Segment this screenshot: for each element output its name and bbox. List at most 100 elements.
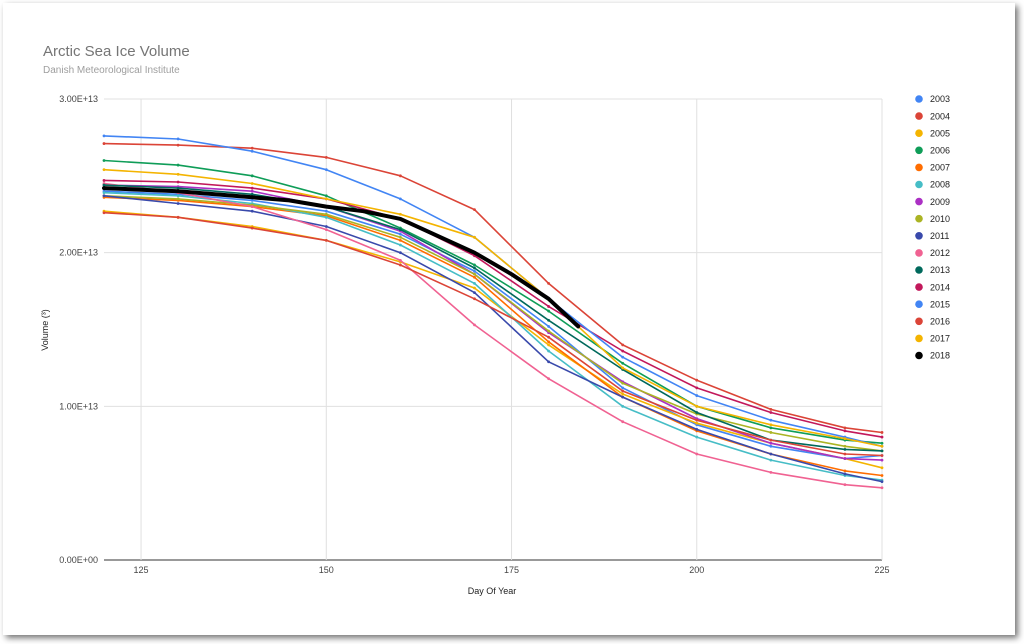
data-point-2011 xyxy=(473,291,476,295)
data-point-2011 xyxy=(843,472,847,476)
series-line-2004 xyxy=(103,142,883,434)
data-point-2012 xyxy=(843,483,847,487)
data-point-2010 xyxy=(176,197,180,201)
data-point-2014 xyxy=(176,180,180,184)
x-tick-label: 200 xyxy=(689,565,704,575)
y-tick-label: 1.00E+13 xyxy=(59,401,98,411)
data-point-2003 xyxy=(324,209,328,213)
data-point-2016 xyxy=(621,389,625,393)
data-point-2004 xyxy=(880,431,884,434)
data-point-2004 xyxy=(250,146,254,150)
y-tick-label: 3.00E+13 xyxy=(59,94,98,104)
series-line-2005 xyxy=(103,210,883,469)
legend-label-2003: 2003 xyxy=(930,94,950,104)
data-point-2012 xyxy=(473,323,476,327)
data-point-2003 xyxy=(547,325,550,328)
data-point-2008 xyxy=(324,215,328,219)
data-point-2011 xyxy=(769,452,773,456)
data-point-2013 xyxy=(473,266,476,270)
data-point-2013 xyxy=(250,192,254,196)
data-point-2010 xyxy=(324,212,328,216)
data-point-2011 xyxy=(695,427,699,431)
legend-marker-2012 xyxy=(915,249,923,257)
data-point-2004 xyxy=(473,208,476,212)
data-point-2017 xyxy=(843,437,847,441)
x-tick-label: 175 xyxy=(504,565,519,575)
data-point-2005 xyxy=(695,421,699,425)
data-point-2011 xyxy=(547,360,550,364)
data-point-2016 xyxy=(176,215,180,219)
data-point-2015 xyxy=(769,418,773,422)
data-point-2011 xyxy=(621,395,625,399)
data-point-2010 xyxy=(547,329,550,333)
legend-label-2005: 2005 xyxy=(930,128,950,138)
data-point-2011 xyxy=(250,209,254,213)
data-point-2005 xyxy=(547,343,550,347)
data-point-2013 xyxy=(843,447,847,451)
data-point-2004 xyxy=(398,174,402,178)
data-point-2014 xyxy=(843,429,847,433)
data-point-2014 xyxy=(769,411,773,414)
legend-marker-2010 xyxy=(915,214,923,223)
series-line-2015 xyxy=(103,135,883,448)
data-point-2015 xyxy=(398,197,402,201)
series-group xyxy=(102,134,884,490)
legend-label-2010: 2010 xyxy=(930,214,950,224)
data-point-2013 xyxy=(547,318,550,322)
data-point-2007 xyxy=(398,238,402,242)
data-point-2008 xyxy=(176,194,180,198)
x-axis-title: Day Of Year xyxy=(468,586,517,596)
data-point-2004 xyxy=(695,378,699,382)
data-point-2017 xyxy=(880,444,884,448)
series-line-2017 xyxy=(103,168,883,448)
data-point-2013 xyxy=(880,449,884,453)
data-point-2015 xyxy=(250,149,254,153)
legend-label-2007: 2007 xyxy=(930,163,950,173)
data-point-2006 xyxy=(880,441,884,445)
data-point-2005 xyxy=(880,466,884,470)
data-point-2016 xyxy=(250,226,254,230)
data-point-2012 xyxy=(621,420,625,424)
y-tick-label: 2.00E+13 xyxy=(59,248,98,258)
data-point-2006 xyxy=(769,426,773,430)
data-point-2014 xyxy=(695,386,699,390)
data-point-2014 xyxy=(102,179,106,182)
data-point-2003 xyxy=(621,386,625,390)
data-point-2008 xyxy=(398,243,402,247)
data-point-2006 xyxy=(102,159,106,162)
x-tick-label: 150 xyxy=(319,565,334,575)
legend-label-2018: 2018 xyxy=(930,351,950,361)
data-point-2017 xyxy=(176,172,180,176)
data-point-2013 xyxy=(398,228,402,232)
y-tick-label: 0.00E+00 xyxy=(59,555,98,565)
data-point-2008 xyxy=(473,282,476,285)
data-point-2015 xyxy=(176,137,180,141)
data-point-2010 xyxy=(473,272,476,276)
data-point-2012 xyxy=(547,377,550,381)
data-point-2011 xyxy=(324,225,328,228)
series-line-2007 xyxy=(103,196,883,477)
x-tick-label: 125 xyxy=(134,565,149,575)
legend-marker-2017 xyxy=(915,334,923,343)
legend-marker-2006 xyxy=(915,146,923,155)
chart-title: Arctic Sea Ice Volume xyxy=(43,43,190,60)
legend-label-2006: 2006 xyxy=(930,146,950,156)
data-point-2009 xyxy=(880,458,884,462)
data-point-2014 xyxy=(880,435,884,439)
data-point-2004 xyxy=(324,155,328,159)
data-point-2006 xyxy=(621,361,625,365)
data-point-2010 xyxy=(621,381,625,385)
data-point-2017 xyxy=(250,182,254,185)
data-point-2011 xyxy=(176,202,180,205)
data-point-2008 xyxy=(621,404,625,408)
data-point-2008 xyxy=(102,191,106,195)
data-point-2016 xyxy=(324,238,328,242)
data-point-2010 xyxy=(769,431,773,434)
data-point-2017 xyxy=(769,423,773,427)
data-point-2017 xyxy=(695,404,699,408)
data-point-2004 xyxy=(769,408,773,411)
data-point-2015 xyxy=(621,355,625,359)
data-point-2006 xyxy=(176,163,180,167)
legend-marker-2009 xyxy=(915,197,923,206)
series-line-2018 xyxy=(102,186,581,329)
